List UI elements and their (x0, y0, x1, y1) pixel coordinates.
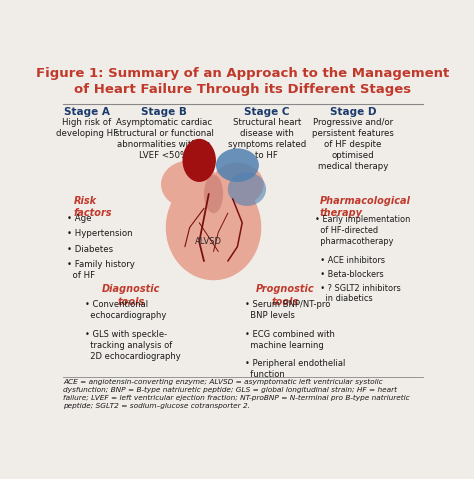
Text: Progressive and/or
persistent features
of HF despite
optimised
medical therapy: Progressive and/or persistent features o… (312, 118, 394, 171)
Ellipse shape (166, 175, 261, 280)
Text: • ? SGLT2 inhibitors
    in diabetics: • ? SGLT2 inhibitors in diabetics (315, 284, 401, 303)
Text: Figure 1: Summary of an Approach to the Management
of Heart Failure Through its : Figure 1: Summary of an Approach to the … (36, 67, 449, 96)
Ellipse shape (211, 163, 264, 206)
Text: Diagnostic
tools: Diagnostic tools (102, 285, 160, 307)
Text: • Peripheral endothelial
  function: • Peripheral endothelial function (245, 359, 345, 379)
Text: ACE = angiotensin-converting enzyme; ALVSD = asymptomatic left ventricular systo: ACE = angiotensin-converting enzyme; ALV… (63, 379, 410, 409)
Text: • GLS with speckle-
  tracking analysis of
  2D echocardiography: • GLS with speckle- tracking analysis of… (85, 330, 181, 361)
Text: • Hypertension: • Hypertension (66, 229, 132, 239)
Text: • Age: • Age (66, 214, 91, 223)
Text: Stage D: Stage D (330, 106, 376, 116)
Ellipse shape (182, 139, 216, 182)
Text: Stage B: Stage B (141, 106, 187, 116)
Text: • Diabetes: • Diabetes (66, 245, 113, 254)
Text: Pharmacological
therapy: Pharmacological therapy (320, 196, 411, 218)
Text: Asymptomatic cardiac
structural or functional
abnormalities with an
LVEF <50%: Asymptomatic cardiac structural or funct… (115, 118, 213, 160)
Text: Stage A: Stage A (64, 106, 110, 116)
Text: High risk of
developing HF: High risk of developing HF (56, 118, 118, 138)
Text: Risk
factors: Risk factors (74, 196, 112, 218)
Text: ALVSD: ALVSD (195, 238, 222, 246)
Text: Structural heart
disease with
symptoms related
to HF: Structural heart disease with symptoms r… (228, 118, 306, 160)
Text: • Conventional
  echocardiography: • Conventional echocardiography (85, 300, 166, 320)
Ellipse shape (216, 148, 259, 182)
Ellipse shape (204, 175, 223, 213)
Text: Stage C: Stage C (244, 106, 290, 116)
Text: • ACE inhibitors: • ACE inhibitors (315, 256, 384, 265)
Text: • ECG combined with
  machine learning: • ECG combined with machine learning (245, 330, 335, 350)
Ellipse shape (228, 172, 266, 206)
Text: Prognostic
tools: Prognostic tools (256, 285, 314, 307)
Text: • Beta-blockers: • Beta-blockers (315, 270, 383, 279)
Text: • Family history
  of HF: • Family history of HF (66, 261, 135, 280)
Text: • Early implementation
  of HF-directed
  pharmacotherapy: • Early implementation of HF-directed ph… (315, 216, 410, 246)
Ellipse shape (161, 160, 219, 208)
Text: • Serum BNP/NT-pro
  BNP levels: • Serum BNP/NT-pro BNP levels (245, 300, 330, 320)
